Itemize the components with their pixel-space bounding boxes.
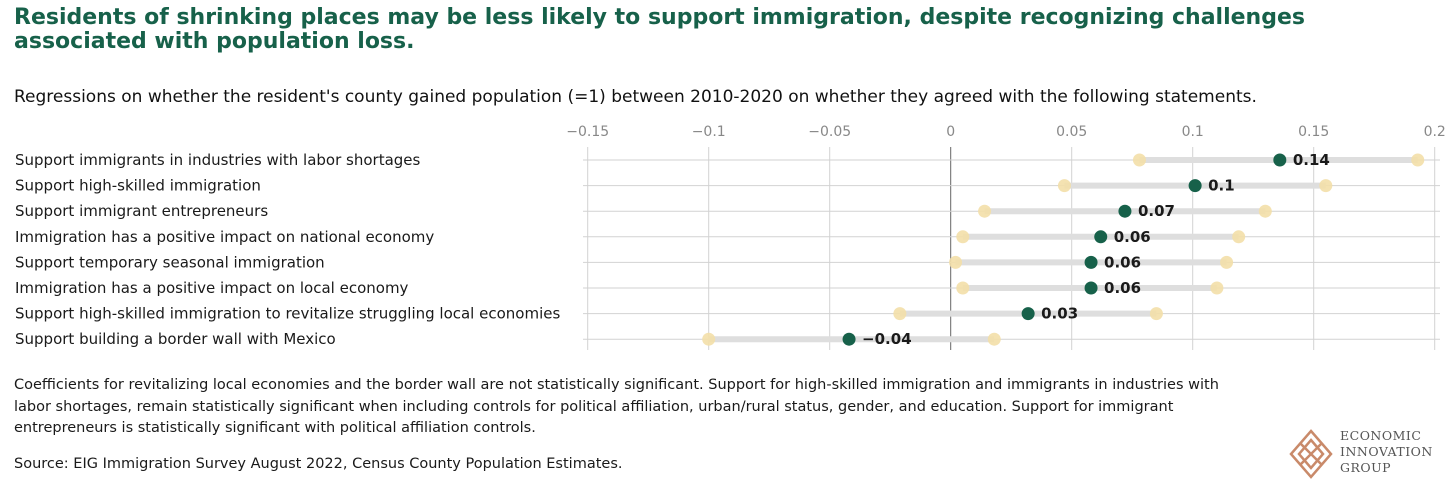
row-label: Support immigrant entrepreneurs [15,202,268,220]
row-label: Support immigrants in industries with la… [15,151,421,169]
x-tick-label: 0.15 [1298,124,1329,140]
row-label: Support high-skilled immigration to revi… [15,305,560,323]
ci-low-marker [702,332,716,346]
ci-high-marker [1411,153,1425,167]
ci-low-marker [1132,153,1146,167]
logo-line: GROUP [1340,460,1392,475]
ci-low-marker [1057,179,1071,193]
coefficient-point [1021,307,1035,321]
coefficient-point [1273,153,1287,167]
ci-high-marker [1220,255,1234,269]
ci-low-marker [956,281,970,295]
x-tick-label: 0.05 [1056,124,1087,140]
ci-high-marker [1232,230,1246,244]
coefficient-point [1188,179,1202,193]
coefficient-point [842,332,856,346]
x-tick-label: 0 [946,124,955,140]
chart-subtitle: Regressions on whether the resident's co… [14,87,1257,107]
row-label: Support temporary seasonal immigration [15,253,325,271]
ci-high-marker [1319,179,1333,193]
x-tick-label: −0.15 [566,124,609,140]
ci-high-marker [987,332,1001,346]
x-tick-label: −0.05 [808,124,851,140]
x-tick-label: 0.1 [1182,124,1204,140]
logo-line: ECONOMIC [1340,428,1422,443]
value-label: 0.06 [1114,228,1151,246]
coefficient-point [1094,230,1108,244]
coefficient-point [1084,255,1098,269]
row-label: Immigration has a positive impact on nat… [15,228,434,246]
footnote: Coefficients for revitalizing local econ… [14,377,1219,436]
value-label: 0.1 [1208,177,1235,195]
value-label: 0.14 [1293,151,1330,169]
coefficient-point [1118,204,1132,218]
dot-range-plot: −0.15 −0.1 −0.05 0 0.05 0.1 0.15 0.2 Support imm… [15,124,1446,350]
row-label: Support building a border wall with Mexi… [15,330,336,348]
ci-low-marker [956,230,970,244]
value-label: 0.03 [1041,305,1078,323]
value-label: −0.04 [862,330,912,348]
ci-high-marker [1210,281,1224,295]
chart-title: Residents of shrinking places may be les… [14,5,1305,54]
ci-low-marker [949,255,963,269]
value-label: 0.06 [1104,253,1141,271]
ci-low-marker [978,204,992,218]
row-label: Immigration has a positive impact on loc… [15,279,409,297]
diamond-logo-icon [1289,429,1333,479]
x-tick-label: 0.2 [1424,124,1446,140]
ci-high-marker [1258,204,1272,218]
source-note: Source: EIG Immigration Survey August 20… [14,456,623,472]
logo-line: INNOVATION [1340,444,1433,459]
value-label: 0.06 [1104,279,1141,297]
ci-low-marker [893,307,907,321]
ci-high-marker [1149,307,1163,321]
eig-logo: ECONOMIC INNOVATION GROUP [1288,428,1448,484]
row-label: Support high-skilled immigration [15,177,261,195]
logo-text: ECONOMIC INNOVATION GROUP [1340,428,1433,476]
x-tick-label: −0.1 [692,124,726,140]
value-label: 0.07 [1138,202,1175,220]
coefficient-point [1084,281,1098,295]
